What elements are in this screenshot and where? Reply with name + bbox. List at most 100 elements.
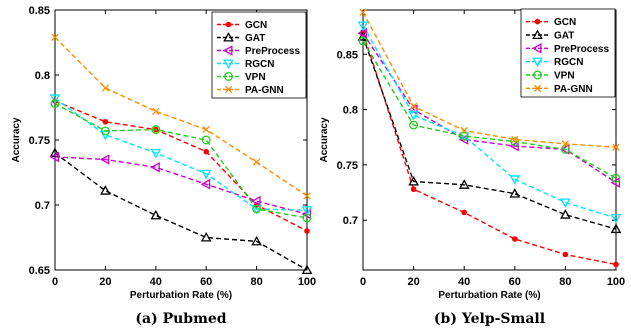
data-point-gat (610, 223, 622, 234)
x-tick-label: 40 (150, 276, 162, 288)
data-point-gcn (562, 251, 569, 258)
x-tick-label: 80 (250, 276, 262, 288)
y-tick-label: 0.85 (29, 5, 50, 17)
data-point-vpn (358, 36, 368, 46)
x-axis-label: Perturbation Rate (%) (130, 290, 232, 301)
series-line-gcn (362, 31, 617, 266)
data-point-preprocess (200, 178, 211, 190)
x-tick-label: 0 (52, 276, 58, 288)
legend-label-preprocess: PreProcess (554, 44, 609, 55)
data-point-pa-gnn (511, 135, 519, 144)
x-tick-label: 60 (509, 276, 521, 288)
legend-marker-gcn (225, 21, 232, 28)
x-tick-label: 60 (200, 276, 212, 288)
data-point-pa-gnn (612, 143, 620, 151)
x-tick-label: 0 (360, 276, 366, 288)
data-point-rgcn (301, 206, 313, 216)
data-point-vpn (459, 131, 469, 141)
y-tick-label: 0.7 (35, 200, 50, 212)
legend-label-vpn: VPN (554, 71, 575, 82)
legend-label-gat: GAT (245, 33, 265, 44)
x-tick-label: 20 (407, 276, 419, 288)
y-tick-label: 0.85 (337, 49, 358, 61)
data-point-vpn (100, 126, 110, 136)
data-point-rgcn (357, 21, 369, 32)
data-point-preprocess (610, 177, 621, 188)
y-axis-label: Accuracy (319, 117, 330, 162)
data-point-vpn (611, 173, 621, 183)
data-point-pa-gnn (460, 126, 468, 135)
series-rgcn (49, 94, 313, 216)
x-axis-label: Perturbation Rate (%) (438, 290, 540, 301)
data-point-vpn (510, 137, 520, 147)
data-point-pa-gnn (359, 8, 367, 16)
legend-marker-preprocess (222, 45, 233, 56)
series-gat (49, 147, 313, 275)
legend-label-preprocess: PreProcess (245, 46, 300, 57)
series-line-preprocess (54, 156, 308, 215)
data-point-vpn (252, 204, 262, 214)
legend-marker-gat (223, 31, 234, 42)
data-point-gcn (102, 119, 109, 125)
data-point-vpn (201, 135, 211, 145)
chart-caption: (b) Yelp-Small (434, 311, 545, 327)
chart-caption: (a) Pubmed (135, 311, 226, 327)
series-line-preprocess (362, 32, 617, 184)
legend-label-gcn: GCN (554, 17, 576, 28)
data-point-rgcn (408, 111, 419, 121)
data-point-preprocess (150, 161, 160, 173)
legend-label-pa-gnn: PA-GNN (554, 84, 593, 95)
data-point-vpn (50, 99, 60, 109)
data-point-gat (458, 179, 470, 189)
data-point-rgcn (610, 213, 622, 224)
legend-marker-pa-gnn (533, 84, 542, 92)
data-point-gcn (512, 236, 518, 242)
data-point-pa-gnn (152, 107, 160, 116)
series-line-rgcn (54, 97, 308, 211)
data-point-rgcn (560, 198, 571, 209)
series-line-gat (54, 152, 308, 271)
data-point-rgcn (150, 148, 162, 159)
data-point-gat (408, 175, 419, 186)
data-point-vpn (151, 125, 161, 135)
legend-marker-rgcn (223, 59, 234, 70)
data-point-gcn (461, 209, 468, 216)
legend-label-gcn: GCN (245, 20, 267, 31)
series-line-pa-gnn (362, 11, 617, 148)
y-tick-label: 0.75 (29, 135, 50, 147)
legend-label-pa-gnn: PA-GNN (245, 85, 284, 96)
data-point-pa-gnn (51, 33, 59, 41)
legend: GCN GAT PreProcess RGCN VPN PA-GNN (520, 8, 616, 98)
series-pa-gnn (51, 33, 311, 200)
data-point-gcn (304, 228, 310, 234)
chart-panel-0: 0 20 40 60 80 100 0.65 0.7 0.75 0.8 0.85 Perturbati… (11, 5, 316, 327)
legend-marker-pa-gnn (224, 85, 233, 94)
data-point-rgcn (509, 175, 521, 185)
data-point-gat (100, 185, 111, 195)
legend-marker-gcn (534, 18, 541, 25)
x-tick-label: 20 (99, 276, 111, 288)
data-point-gat (200, 231, 212, 242)
x-tick-label: 40 (458, 276, 470, 288)
legend-label-gat: GAT (554, 31, 574, 42)
data-point-gcn (410, 186, 417, 193)
legend: GCN GAT PreProcess RGCN VPN PA-GNN (211, 11, 307, 99)
data-point-vpn (302, 213, 312, 223)
data-point-gat (150, 209, 162, 220)
legend-marker-vpn (533, 70, 542, 80)
series-gcn (360, 29, 619, 268)
legend-marker-preprocess (531, 43, 542, 54)
data-point-gat (251, 235, 262, 246)
data-point-gcn (203, 148, 209, 155)
series-vpn (358, 36, 621, 183)
legend-label-rgcn: RGCN (554, 57, 583, 68)
legend-marker-vpn (224, 72, 233, 81)
series-line-pa-gnn (54, 36, 308, 197)
data-point-vpn (409, 120, 419, 130)
data-point-gat (49, 147, 61, 158)
legend-label-rgcn: RGCN (245, 59, 274, 70)
y-tick-label: 0.65 (29, 265, 50, 277)
series-preprocess (49, 151, 312, 220)
data-point-gcn (613, 261, 619, 268)
x-tick-label: 80 (559, 276, 571, 288)
